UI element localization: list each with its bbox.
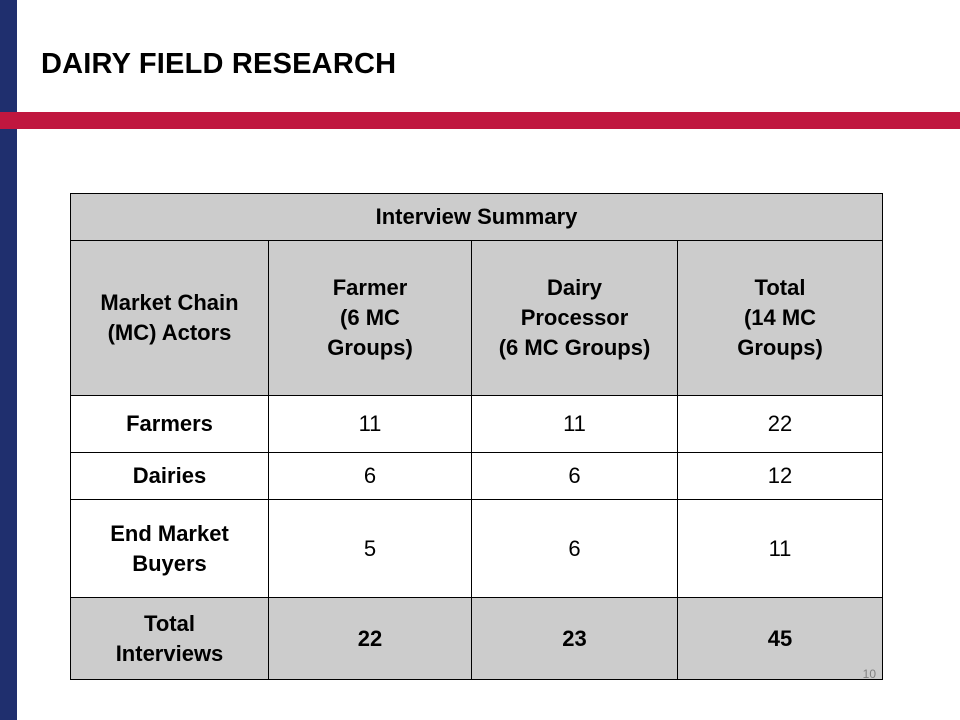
slide-title: DAIRY FIELD RESEARCH — [41, 48, 397, 80]
header-market-chain-actors: Market Chain (MC) Actors — [70, 240, 269, 396]
interview-summary-table: Interview Summary Market Chain (MC) Acto… — [70, 193, 883, 680]
table-cell: 5 — [268, 499, 472, 598]
table-cell: 6 — [471, 452, 678, 500]
title-underline-bar — [0, 112, 960, 129]
table-row: Dairies 6 6 12 — [70, 452, 883, 500]
row-label-dairies: Dairies — [70, 452, 269, 500]
table-total-row: Total Interviews 22 23 45 — [70, 597, 883, 680]
header-farmer: Farmer (6 MC Groups) — [268, 240, 472, 396]
header-total: Total (14 MC Groups) — [677, 240, 883, 396]
row-label-total-interviews: Total Interviews — [70, 597, 269, 680]
table-row: End Market Buyers 5 6 11 — [70, 499, 883, 598]
table-title-row: Interview Summary — [70, 193, 883, 241]
table-cell: 11 — [677, 499, 883, 598]
left-accent-bar — [0, 0, 17, 720]
table-cell: 11 — [471, 395, 678, 453]
table-cell: 6 — [268, 452, 472, 500]
page-number: 10 — [862, 667, 876, 681]
table-cell: 22 — [677, 395, 883, 453]
row-label-farmers: Farmers — [70, 395, 269, 453]
table-header-row: Market Chain (MC) Actors Farmer (6 MC Gr… — [70, 240, 883, 396]
table-cell: 23 — [471, 597, 678, 680]
header-dairy-processor: Dairy Processor (6 MC Groups) — [471, 240, 678, 396]
table-cell: 11 — [268, 395, 472, 453]
table-cell: 45 — [677, 597, 883, 680]
table-cell: 12 — [677, 452, 883, 500]
table-title: Interview Summary — [70, 193, 883, 241]
table-cell: 22 — [268, 597, 472, 680]
table-cell: 6 — [471, 499, 678, 598]
row-label-end-market-buyers: End Market Buyers — [70, 499, 269, 598]
table-row: Farmers 11 11 22 — [70, 395, 883, 453]
